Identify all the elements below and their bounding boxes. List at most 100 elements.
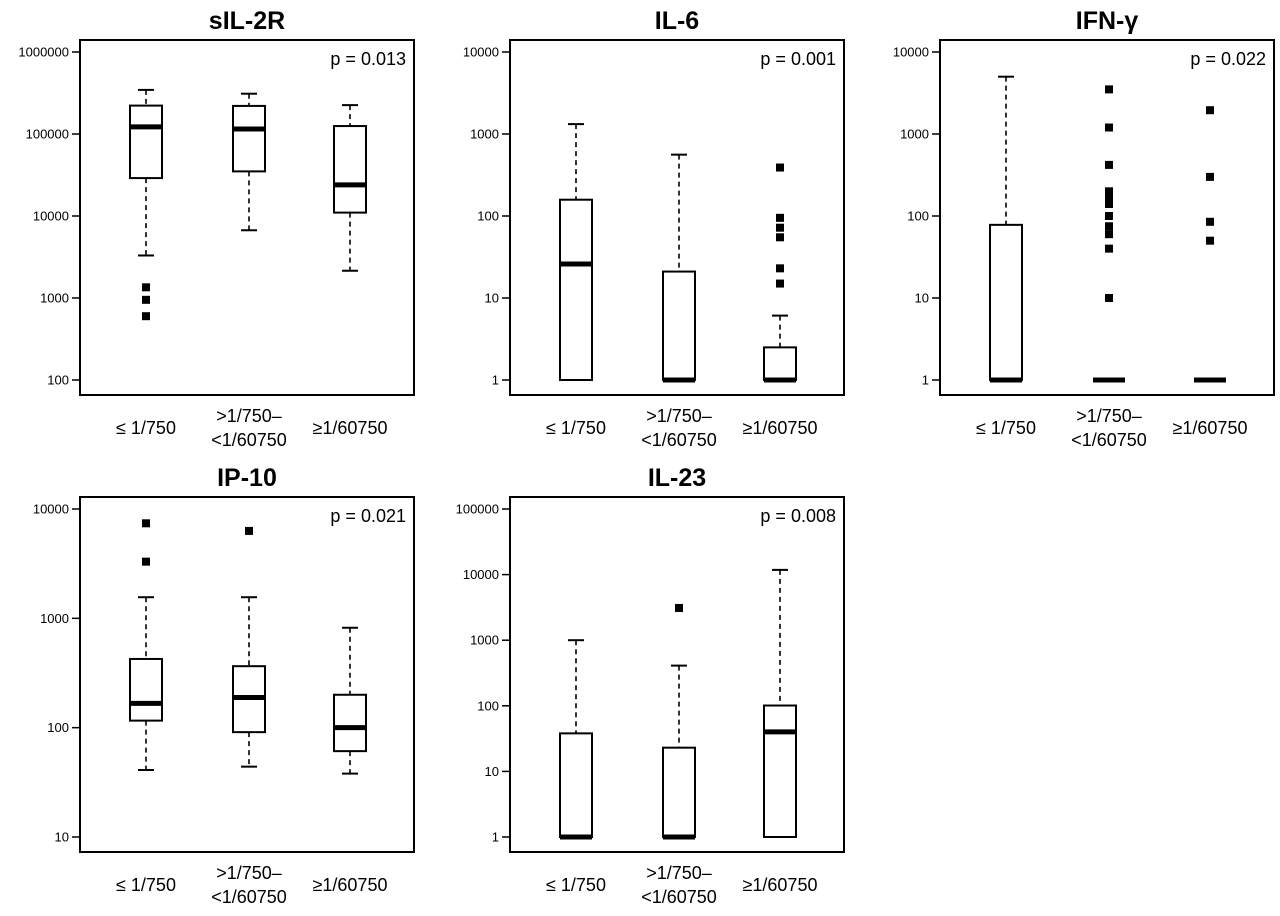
x-category-label: ≥1/60750 (313, 418, 388, 438)
x-category-label: <1/60750 (1071, 430, 1147, 450)
box-group (989, 75, 1023, 383)
x-category-label: >1/750– (1076, 406, 1142, 426)
outlier-point (776, 233, 784, 242)
x-category-label: ≤ 1/750 (976, 418, 1036, 438)
outlier-point (776, 163, 784, 172)
y-tick-label: 1000 (470, 633, 499, 648)
outlier-point (776, 223, 784, 232)
y-tick-label: 1000 (470, 127, 499, 142)
plot-frame (79, 496, 415, 853)
box-group (559, 123, 593, 381)
panel-sil-2r: sIL-2R p = 0.013 100 1000 10000 100000 1000000… (18, 7, 415, 450)
p-value-label: p = 0.001 (760, 49, 836, 69)
x-category-label: ≥1/60750 (743, 875, 818, 895)
x-category-label: >1/750– (646, 863, 712, 883)
y-tick-label: 100 (477, 209, 499, 224)
panel-title: IP-10 (217, 464, 277, 492)
iqr-box (989, 223, 1023, 381)
iqr-box (559, 732, 593, 839)
outlier-point (1105, 212, 1113, 220)
x-category-label: ≤ 1/750 (546, 418, 606, 438)
y-tick-label: 10 (55, 830, 69, 845)
y-tick-label: 10 (485, 764, 499, 779)
x-category-label: ≤ 1/750 (546, 875, 606, 895)
x-category-label: <1/60750 (211, 430, 287, 450)
panel-il-6: IL-6 p = 0.001 1 10 100 1000 10000 ≤ 1/750 >1/75… (463, 7, 845, 450)
outlier-point (245, 526, 253, 535)
y-tick-label: 10 (485, 291, 499, 306)
box-group (232, 92, 266, 232)
x-category-label: <1/60750 (641, 887, 717, 907)
x-category-label: <1/60750 (211, 887, 287, 907)
iqr-box (333, 693, 367, 753)
y-tick-label: 100 (47, 720, 69, 735)
outlier-point (1105, 222, 1113, 231)
outlier-point (776, 213, 784, 222)
outlier-point (1105, 123, 1113, 132)
y-tick-label: 1000 (40, 291, 69, 306)
outlier-point (1105, 294, 1113, 302)
box-group (232, 526, 266, 768)
p-value-label: p = 0.008 (760, 506, 836, 526)
y-tick-label: 10000 (33, 502, 69, 517)
x-category-label: >1/750– (216, 863, 282, 883)
y-tick-label: 10000 (463, 45, 499, 60)
y-tick-label: 1 (922, 373, 929, 388)
iqr-box (559, 198, 593, 381)
box-group (763, 163, 797, 383)
outlier-point (1105, 244, 1113, 253)
iqr-box (129, 104, 163, 180)
box-group (763, 568, 797, 839)
outlier-point (1105, 187, 1113, 196)
outlier-point (142, 283, 150, 292)
panel-title: sIL-2R (209, 7, 285, 35)
outlier-point (142, 557, 150, 566)
x-category-label: ≤ 1/750 (116, 875, 176, 895)
outlier-point (1105, 193, 1113, 202)
plot-frame (939, 39, 1275, 396)
plot-frame (79, 39, 415, 396)
iqr-box (129, 657, 163, 722)
y-tick-label: 10000 (463, 567, 499, 582)
box-group (129, 88, 163, 321)
y-tick-label: 1000000 (18, 45, 69, 60)
box-group (662, 603, 696, 840)
p-value-label: p = 0.022 (1190, 49, 1266, 69)
outlier-point (1105, 200, 1113, 209)
x-category-label: >1/750– (216, 406, 282, 426)
outlier-point (1105, 230, 1113, 239)
x-category-label: ≥1/60750 (1173, 418, 1248, 438)
outlier-point (776, 264, 784, 273)
x-category-label: <1/60750 (641, 430, 717, 450)
box-group (559, 639, 593, 840)
panel-ifn-: IFN-γ p = 0.022 1 10 100 1000 10000 ≤ 1/750 >1/7… (893, 7, 1275, 450)
x-category-label: ≥1/60750 (743, 418, 818, 438)
iqr-box (763, 704, 797, 839)
box-group (1194, 106, 1226, 383)
panel-il-23: IL-23 p = 0.008 1 10 100 1000 10000 100000 ≤ 1/7… (456, 464, 845, 907)
outlier-point (675, 603, 683, 612)
box-group (333, 626, 367, 775)
plot-frame (509, 496, 845, 853)
iqr-box (333, 125, 367, 214)
y-tick-label: 100 (47, 373, 69, 388)
outlier-point (142, 295, 150, 304)
iqr-box (763, 346, 797, 382)
box-group (129, 519, 163, 772)
outlier-point (142, 519, 150, 528)
y-tick-label: 1 (492, 373, 499, 388)
iqr-box (662, 746, 696, 838)
outlier-point (1206, 106, 1214, 115)
outlier-point (1105, 85, 1113, 94)
outlier-point (1206, 236, 1214, 245)
box-group (662, 153, 696, 383)
y-tick-label: 10000 (33, 209, 69, 224)
outlier-point (1105, 160, 1113, 169)
panel-title: IFN-γ (1076, 7, 1139, 35)
box-group (1093, 85, 1125, 383)
x-category-label: >1/750– (646, 406, 712, 426)
iqr-box (662, 270, 696, 381)
y-tick-label: 100 (907, 209, 929, 224)
x-category-label: ≤ 1/750 (116, 418, 176, 438)
